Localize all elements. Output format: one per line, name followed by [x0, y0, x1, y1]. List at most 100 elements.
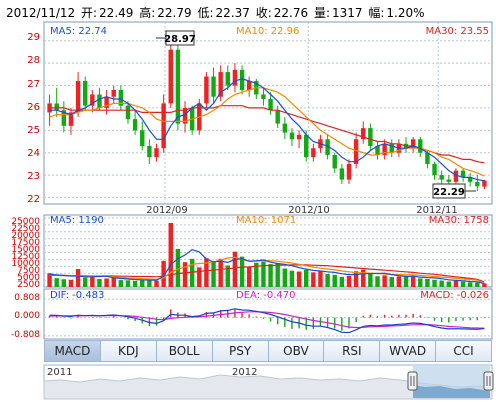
tab-psy[interactable]: PSY — [212, 340, 269, 362]
volume-bar — [368, 273, 373, 287]
tab-boll[interactable]: BOLL — [156, 340, 213, 362]
high-callout-box — [165, 30, 195, 46]
volume-bar — [232, 251, 238, 287]
change-value: 1.20% — [386, 6, 425, 20]
volume-bar — [182, 262, 188, 287]
tab-wvad[interactable]: WVAD — [380, 340, 437, 362]
volume-bar — [211, 262, 216, 287]
tab-kdj[interactable]: KDJ — [100, 340, 157, 362]
volume-bar — [268, 264, 273, 287]
candle-body — [467, 177, 473, 182]
x-tick-nov: 2012/11 — [416, 205, 458, 216]
tab-obv[interactable]: OBV — [268, 340, 325, 362]
volume-bar — [475, 282, 480, 287]
vol-ma5-legend: MA5: 1190 — [50, 215, 104, 226]
candle-body — [168, 49, 173, 104]
volume-tick: 15000 — [11, 245, 40, 255]
candle-body — [140, 130, 145, 146]
range-navigator[interactable]: 2011 2012 — [0, 363, 496, 403]
quote-date: 2012/11/12 — [6, 6, 76, 20]
candle-body — [425, 152, 430, 164]
candle-body — [282, 123, 288, 133]
volume-bar — [189, 258, 195, 287]
candle-body — [261, 94, 266, 99]
volume-value: 1317 — [331, 6, 363, 20]
high-label: 高: — [139, 6, 156, 20]
volume-bar — [75, 269, 81, 287]
x-tick-oct: 2012/10 — [288, 205, 330, 216]
candle-body — [204, 76, 209, 104]
volume-bar — [118, 280, 124, 287]
candle-body — [161, 103, 166, 149]
macd-tick: 0.000 — [14, 311, 40, 321]
volume-bar — [375, 276, 380, 287]
candle-body — [375, 146, 380, 155]
price-tick: 28 — [27, 55, 40, 66]
candle-body — [211, 76, 216, 97]
candle-body — [54, 103, 59, 111]
volume-bar — [111, 277, 116, 287]
price-panel-frame — [43, 21, 493, 205]
chart-canvas[interactable]: 29 28 27 26 25 24 23 22 MA5: 22.74 MA10:… — [0, 0, 496, 340]
candle-body — [239, 69, 245, 90]
price-tick: 26 — [27, 102, 40, 113]
volume-bar — [432, 279, 437, 287]
volume-bar — [68, 279, 74, 287]
tab-macd[interactable]: MACD — [44, 340, 101, 362]
ma10-legend: MA10: 22.96 — [236, 26, 299, 37]
macd-tick: 0.808 — [14, 293, 40, 303]
volume-bar — [154, 280, 159, 287]
candle-body — [111, 90, 116, 97]
price-tick: 25 — [27, 125, 40, 136]
volume-bar — [453, 280, 459, 287]
quote-header: 2012/11/12 开: 22.49 高: 22.79 低: 22.37 收: 22.… — [6, 4, 427, 21]
candle-body — [325, 139, 330, 155]
vol-ma30-line — [49, 264, 485, 283]
volume-bar — [325, 274, 330, 287]
volume-bar — [175, 248, 181, 287]
volume-label: 量: — [313, 6, 330, 20]
low-callout-value: 22.29 — [433, 187, 465, 198]
volume-bar — [418, 278, 423, 287]
tab-cci[interactable]: CCI — [436, 340, 492, 362]
macd-lines — [49, 308, 485, 334]
volume-bar — [261, 261, 266, 287]
volume-bar — [467, 282, 473, 287]
candle-body — [361, 128, 366, 140]
candle-body — [268, 98, 273, 111]
volume-bar — [90, 276, 95, 287]
candle-body — [382, 143, 387, 155]
candle-body — [339, 168, 345, 180]
volume-bar — [168, 222, 173, 287]
price-ma-lines — [49, 78, 485, 182]
dif-legend: DIF: -0.483 — [50, 290, 104, 301]
price-y-axis: 29 28 27 26 25 24 23 22 — [27, 32, 40, 205]
tab-rsi[interactable]: RSI — [324, 340, 381, 362]
candle-body — [460, 170, 466, 178]
navigator-left-handle[interactable] — [407, 371, 418, 391]
volume-bar — [197, 267, 202, 287]
candle-body — [446, 179, 452, 182]
candle-body — [225, 72, 231, 86]
change-label: 幅: — [368, 6, 385, 20]
candle-body — [296, 134, 302, 140]
volume-bar — [382, 275, 387, 287]
candle-body — [97, 94, 102, 108]
candle-body — [389, 143, 394, 153]
volume-bar — [132, 280, 138, 287]
candle-body — [68, 112, 74, 126]
candle-body — [311, 148, 316, 158]
navigator-right-handle[interactable] — [483, 371, 494, 391]
dif-line — [49, 308, 485, 334]
volume-bar — [482, 283, 487, 287]
volume-bar — [147, 278, 152, 287]
low-value: 22.37 — [215, 6, 250, 20]
volume-bar — [246, 266, 252, 287]
candle-body — [289, 132, 295, 140]
volume-bar — [353, 271, 359, 287]
price-tick: 29 — [27, 32, 40, 43]
candle-body — [61, 110, 67, 126]
open-value: 22.49 — [99, 6, 134, 20]
low-label: 低: — [197, 6, 214, 20]
